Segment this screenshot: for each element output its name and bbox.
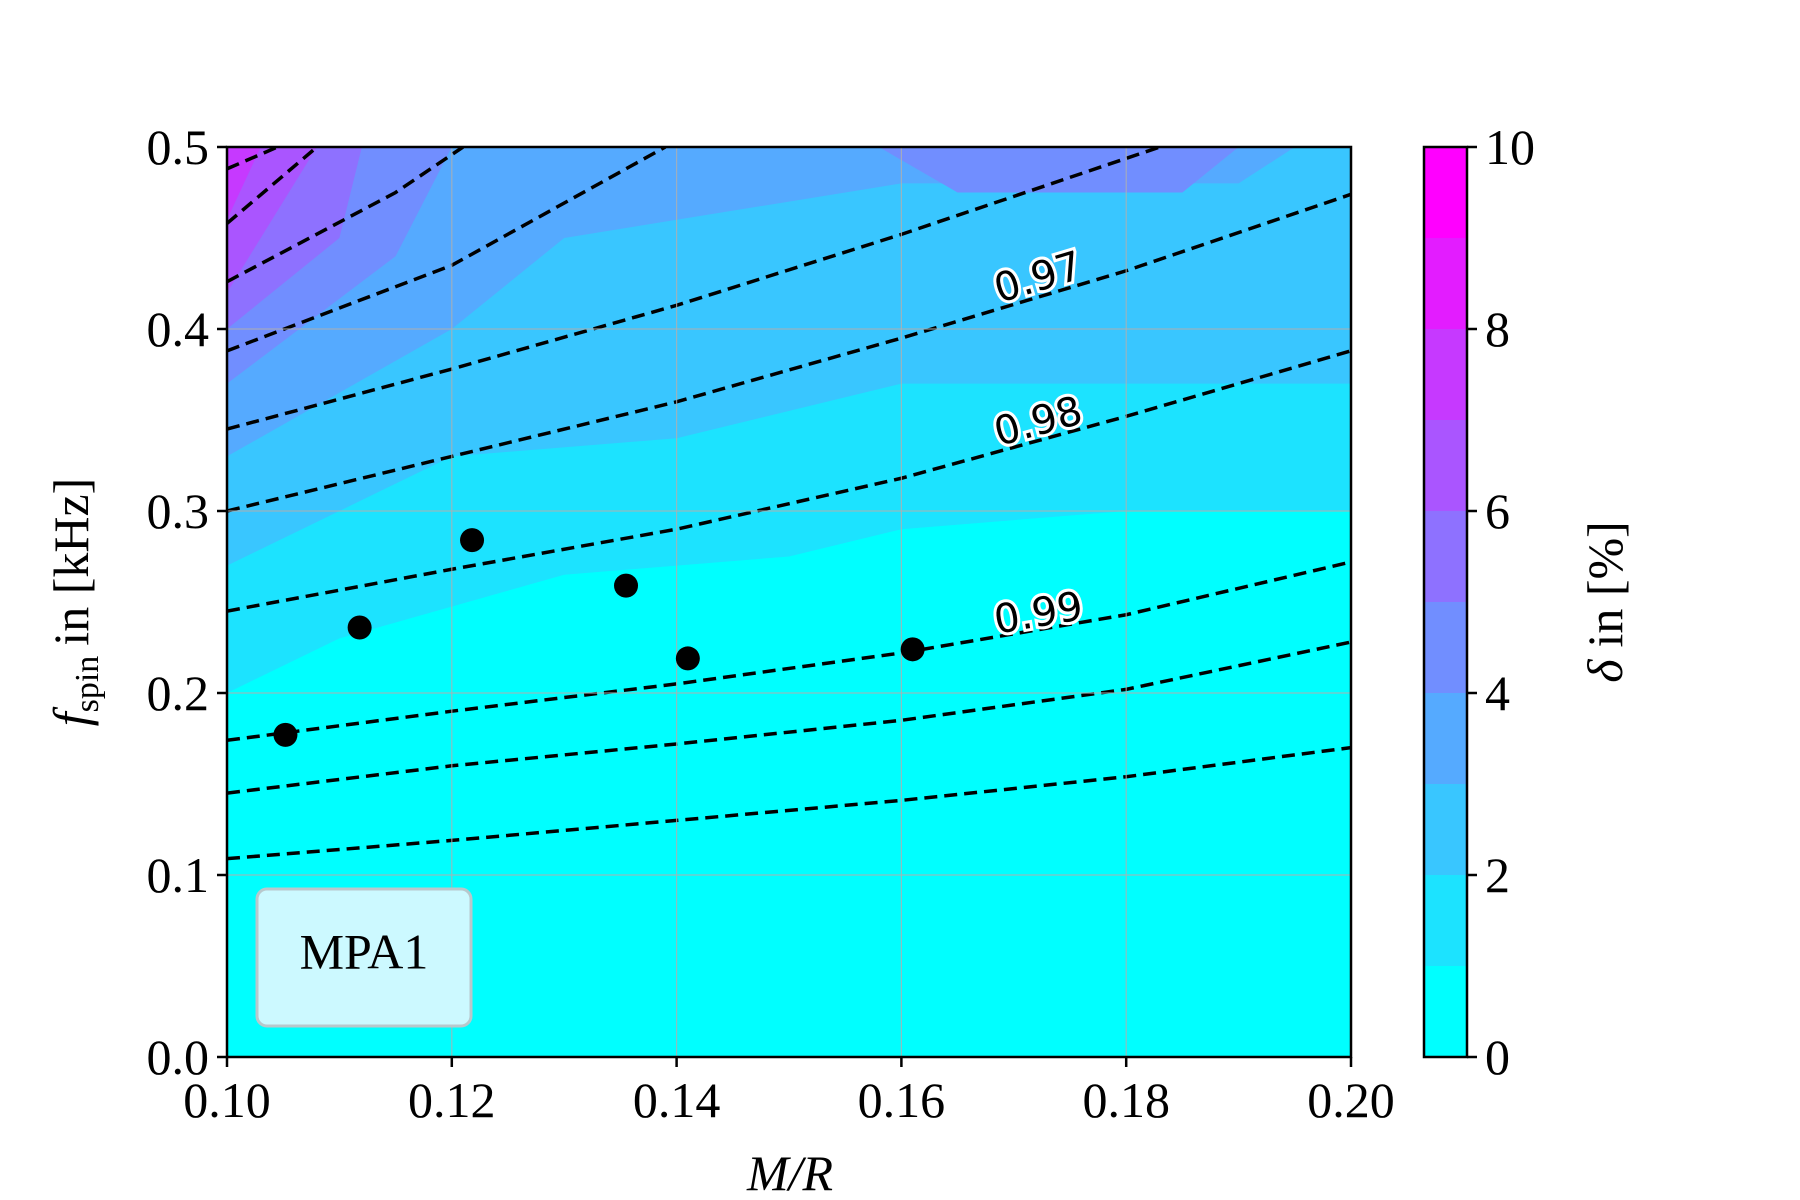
colorbar-tick-label: 10: [1485, 119, 1535, 175]
colorbar-label: δ in [%]: [1577, 521, 1633, 683]
point: [675, 646, 700, 671]
region: [878, 147, 1239, 193]
contour-line: [227, 640, 1351, 795]
annotation: MPA1: [300, 923, 429, 979]
plot-area: [227, 147, 1351, 861]
x-tick-label: 0.18: [1082, 1072, 1170, 1128]
contour-line: [227, 192, 1351, 513]
colorbar-band: [1424, 966, 1467, 1057]
colorbar-band: [1424, 693, 1467, 784]
contour-line: [227, 147, 279, 171]
point: [460, 528, 485, 553]
x-tick-label: 0.16: [858, 1072, 946, 1128]
y-tick-label: 0.2: [147, 665, 210, 721]
plot-frame: [225, 145, 1353, 1059]
contour-line: [227, 560, 1351, 743]
colorbar-tick-label: 6: [1485, 483, 1510, 539]
colorbar-tick-label: 4: [1485, 665, 1510, 721]
colorbar-band: [1424, 238, 1467, 329]
colorbar-band: [1424, 329, 1467, 420]
colorbar-text: in [%]: [1577, 521, 1633, 647]
region: [227, 147, 1295, 457]
x-axis-label: M/R: [746, 1145, 833, 1200]
y-tick-label: 0.4: [147, 301, 210, 357]
x-tick-label: 0.12: [408, 1072, 496, 1128]
colorbar-band: [1424, 511, 1467, 602]
colorbar-band: [1424, 147, 1467, 238]
colorbar-tick-label: 2: [1485, 847, 1510, 903]
colorbar-band: [1424, 602, 1467, 693]
y-axis-subscript: spin: [69, 656, 106, 713]
x-tick-label: 0.14: [633, 1072, 721, 1128]
y-axis-text: in [kHz]: [43, 478, 99, 646]
contour-line: [227, 147, 465, 284]
colorbar-symbol: δ: [1577, 659, 1633, 683]
contour-line: [227, 745, 1351, 861]
colorbar-frame: [1422, 145, 1469, 1059]
point: [347, 615, 372, 640]
point: [614, 573, 639, 598]
y-tick-label: 0.5: [147, 119, 210, 175]
x-tick-label: 0.20: [1307, 1072, 1395, 1128]
colorbar-tick-label: 8: [1485, 301, 1510, 357]
x-tick-label: 0.10: [183, 1072, 271, 1128]
y-tick-label: 0.3: [147, 483, 210, 539]
colorbar-band: [1424, 875, 1467, 966]
y-tick-label: 0.0: [147, 1029, 210, 1085]
colorbar-band: [1424, 784, 1467, 875]
colorbar-band: [1424, 420, 1467, 511]
annotation-box: [255, 887, 473, 1028]
colorbar-tick-label: 0: [1485, 1029, 1510, 1085]
point: [273, 722, 298, 747]
y-axis-label: fspinin [kHz]: [43, 478, 106, 727]
contour-line: [227, 349, 1351, 613]
point: [900, 637, 925, 662]
region: [227, 147, 317, 293]
y-tick-label: 0.1: [147, 847, 210, 903]
